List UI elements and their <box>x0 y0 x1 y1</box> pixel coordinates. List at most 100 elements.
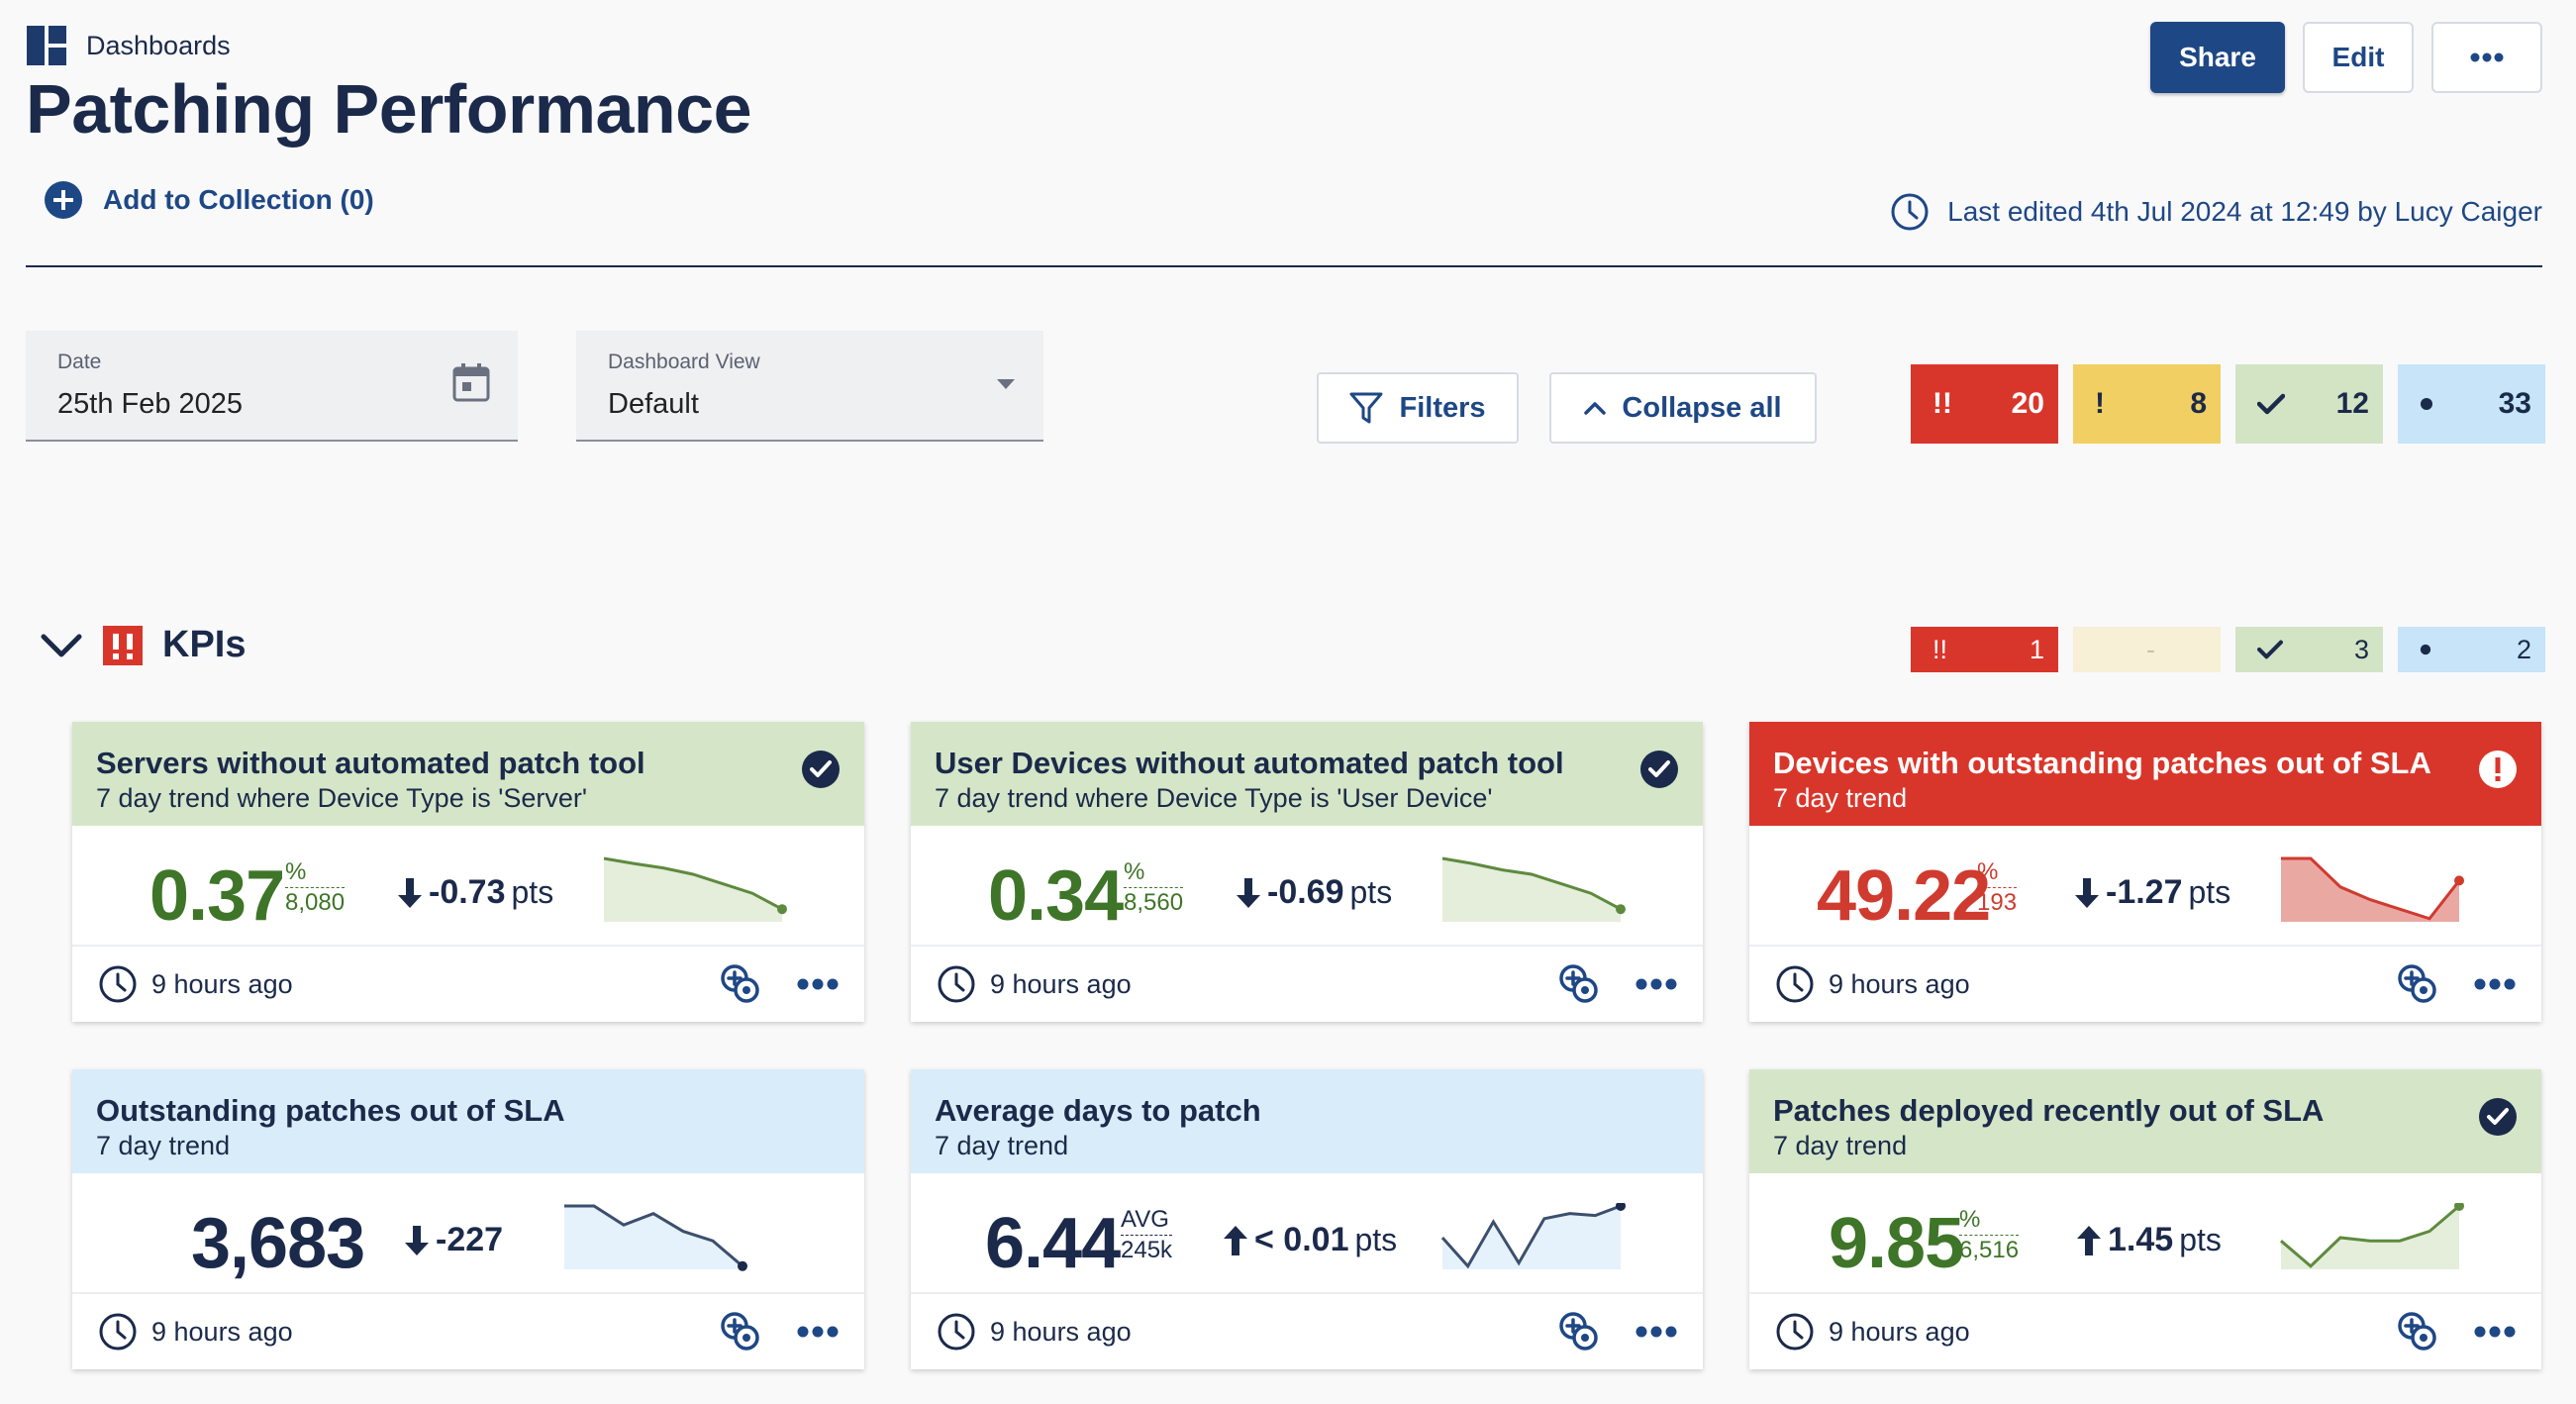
page-title: Patching Performance <box>26 70 752 148</box>
sparkline-area <box>1442 858 1621 922</box>
section-chip-info[interactable]: 2 <box>2398 627 2545 672</box>
add-to-watchlist-icon[interactable] <box>1558 963 1600 1005</box>
more-options-button[interactable] <box>2431 22 2542 93</box>
kpi-delta: < 0.01 pts <box>1223 1221 1397 1259</box>
kpi-card-header[interactable]: Servers without automated patch tool 7 d… <box>72 722 864 826</box>
add-to-watchlist-icon[interactable] <box>720 963 761 1005</box>
kpi-delta-unit: pts <box>2188 874 2231 910</box>
kpi-card-title: User Devices without automated patch too… <box>935 746 1564 780</box>
more-horizontal-icon[interactable] <box>797 978 839 990</box>
kpi-card-subtitle: 7 day trend <box>1773 782 1908 813</box>
chevron-down-icon <box>997 379 1015 389</box>
kpi-card-header[interactable]: Devices with outstanding patches out of … <box>1749 722 2541 826</box>
kpi-sample-size: 193 <box>1977 889 2018 917</box>
kpi-unit-stack: AVG 245k <box>1121 1206 1173 1264</box>
kpi-card[interactable]: User Devices without automated patch too… <box>911 722 1703 1022</box>
kpi-card-actions <box>720 963 839 1005</box>
kpi-card-footer: 9 hours ago <box>72 1292 864 1369</box>
arrow-down-icon <box>1237 877 1260 908</box>
kpi-sparkline <box>2281 856 2464 922</box>
more-horizontal-icon[interactable] <box>1635 1326 1677 1338</box>
add-to-watchlist-icon[interactable] <box>2397 1311 2438 1353</box>
kpi-card-footer: 9 hours ago <box>911 945 1703 1022</box>
kpi-card-subtitle: 7 day trend where Device Type is 'User D… <box>935 782 1493 813</box>
section-ok-count: 3 <box>2353 634 2369 664</box>
checkmark-icon <box>2257 393 2285 415</box>
kpi-card-body: 0.37 % 8,080 -0.73 pts <box>72 826 864 945</box>
more-horizontal-icon[interactable] <box>2474 1326 2516 1338</box>
kpi-sparkline <box>564 1204 747 1271</box>
kpi-card[interactable]: Servers without automated patch tool 7 d… <box>72 722 864 1022</box>
share-button[interactable]: Share <box>2150 22 2285 93</box>
kpi-delta: -227 <box>404 1221 509 1259</box>
kpi-updated: 9 hours ago <box>937 1312 1132 1352</box>
kpi-card-actions <box>2397 963 2516 1005</box>
kpi-card-header[interactable]: Average days to patch 7 day trend <box>911 1069 1703 1173</box>
add-to-watchlist-icon[interactable] <box>1558 1311 1600 1353</box>
alert-circle-icon <box>2479 751 2517 788</box>
add-to-collection-link[interactable]: Add to Collection (0) <box>44 180 374 220</box>
kpi-updated-text: 9 hours ago <box>1829 968 1970 999</box>
kpi-value: 0.37 <box>149 856 285 936</box>
calendar-icon[interactable] <box>452 362 490 402</box>
arrow-up-icon <box>2077 1225 2101 1255</box>
status-chip-warning[interactable]: ! 8 <box>2073 364 2221 444</box>
kpi-card[interactable]: Average days to patch 7 day trend 6.44 A… <box>911 1069 1703 1369</box>
kpi-delta-unit: pts <box>1349 874 1393 910</box>
check-circle-icon <box>1640 751 1678 788</box>
section-title: KPIs <box>162 624 247 665</box>
sparkline-last-point <box>1616 1203 1626 1211</box>
section-chip-warning: - <box>2073 627 2221 672</box>
kpi-delta-unit: pts <box>2179 1222 2222 1257</box>
kpi-card[interactable]: Outstanding patches out of SLA 7 day tre… <box>72 1069 864 1369</box>
date-picker-field[interactable]: Date 25th Feb 2025 <box>26 331 518 442</box>
status-chip-critical[interactable]: !! 20 <box>1911 364 2058 444</box>
section-chip-ok[interactable]: 3 <box>2235 627 2383 672</box>
more-horizontal-icon[interactable] <box>2474 978 2516 990</box>
kpi-updated: 9 hours ago <box>98 964 293 1004</box>
kpi-unit: % <box>1977 858 2018 889</box>
kpi-card-header[interactable]: Patches deployed recently out of SLA 7 d… <box>1749 1069 2541 1173</box>
status-chip-info[interactable]: 33 <box>2398 364 2545 444</box>
dashboard-view-select[interactable]: Dashboard View Default <box>576 331 1043 442</box>
more-horizontal-icon[interactable] <box>1635 978 1677 990</box>
kpi-delta-unit: pts <box>511 874 554 910</box>
kpi-card-header[interactable]: Outstanding patches out of SLA 7 day tre… <box>72 1069 864 1173</box>
kpi-unit-stack: % 6,516 <box>1959 1206 2020 1264</box>
breadcrumb-link-dashboards[interactable]: Dashboards <box>86 30 231 60</box>
status-chip-ok[interactable]: 12 <box>2235 364 2383 444</box>
header-actions: Share Edit <box>2150 22 2542 93</box>
kpi-card-body: 0.34 % 8,560 -0.69 pts <box>911 826 1703 945</box>
more-horizontal-icon[interactable] <box>797 1326 839 1338</box>
arrow-down-icon <box>398 877 422 908</box>
section-header-kpis[interactable]: KPIs <box>40 624 246 666</box>
filters-button[interactable]: Filters <box>1317 372 1519 444</box>
kpi-card-header[interactable]: User Devices without automated patch too… <box>911 722 1703 826</box>
sparkline-last-point <box>738 1260 747 1271</box>
add-to-watchlist-icon[interactable] <box>2397 963 2438 1005</box>
kpi-card-body: 9.85 % 6,516 1.45 pts <box>1749 1173 2541 1292</box>
kpi-card-subtitle: 7 day trend where Device Type is 'Server… <box>96 782 588 813</box>
collapse-all-button[interactable]: Collapse all <box>1549 372 1817 444</box>
kpi-unit: % <box>1124 858 1184 889</box>
ok-count: 12 <box>2335 387 2369 420</box>
edit-button[interactable]: Edit <box>2303 22 2414 93</box>
chevron-down-icon[interactable] <box>40 632 83 659</box>
arrow-down-icon <box>405 1225 429 1255</box>
kpi-unit: % <box>285 858 346 889</box>
kpi-value: 3,683 <box>191 1204 365 1283</box>
sparkline-area <box>1442 1206 1621 1269</box>
kpi-card[interactable]: Patches deployed recently out of SLA 7 d… <box>1749 1069 2541 1369</box>
dashboard-grid-icon <box>27 26 66 65</box>
kpi-sample-size: 245k <box>1121 1237 1173 1264</box>
kpi-delta-value: -0.73 <box>429 873 506 911</box>
kpi-sample-size: 8,560 <box>1124 889 1184 917</box>
breadcrumb[interactable]: Dashboards <box>27 26 231 65</box>
kpi-card[interactable]: Devices with outstanding patches out of … <box>1749 722 2541 1022</box>
add-to-watchlist-icon[interactable] <box>720 1311 761 1353</box>
section-chip-critical[interactable]: !! 1 <box>1911 627 2058 672</box>
header-divider <box>26 265 2542 267</box>
section-critical-count: 1 <box>2029 634 2044 664</box>
kpi-delta-value: 1.45 <box>2108 1221 2174 1258</box>
dashboard-view-value: Default <box>608 388 699 420</box>
